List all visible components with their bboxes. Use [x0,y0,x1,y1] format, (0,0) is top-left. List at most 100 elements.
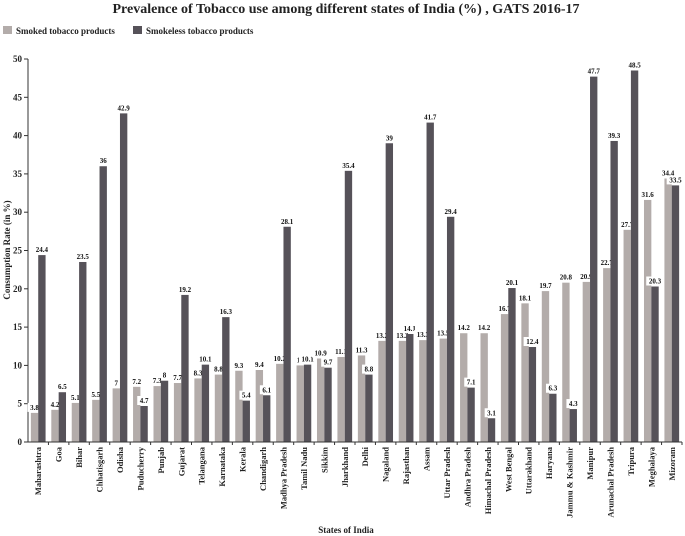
x-tick-label: Jammu & Kashmir [565,447,575,518]
data-label-bg [73,251,92,261]
bar-smokeless [569,409,577,442]
data-label: 13.2 [396,332,409,340]
data-label-bg [464,377,478,387]
data-label: 5.1 [71,394,80,402]
bar-smokeless [630,70,639,443]
x-tick-label: Gujarat [176,447,186,476]
data-label: 22.7 [601,259,614,267]
data-label: 6.5 [58,383,67,391]
data-label-bg [211,364,226,374]
bar-smokeless [385,143,394,442]
data-label: 3.1 [487,409,496,417]
data-label-bg [27,402,42,412]
x-axis: Maharashtra Goa Bihar Chhatisgarh Odisha Pudu… [28,441,683,518]
data-label-bg [523,337,542,347]
bar-smokeless [79,261,87,442]
data-label-bg [597,258,616,268]
data-label: 7.3 [153,377,162,385]
bar-smokeless [58,392,67,442]
bar-smoked [562,282,570,442]
data-label: 9.7 [324,359,333,367]
data-label: 8.8 [214,366,223,374]
bar-smoked [276,363,284,442]
bar-smoked [664,178,672,442]
bar-smoked [378,340,386,442]
bar-smoked [316,358,325,442]
data-label-bg [577,271,596,281]
data-label: 16.3 [220,308,233,316]
bar-smokeless [119,113,128,443]
data-label-bg [98,156,109,166]
x-tick-label: Assam [422,447,432,471]
data-label-bg [557,272,575,282]
y-tick-label: 0 [18,437,23,447]
data-label: 20.9 [580,273,593,281]
data-label-bg [384,133,395,143]
legend-label-smoked: Smoked tobacco products [16,26,115,36]
data-label: 48.5 [628,61,641,69]
data-label-bg [311,348,330,358]
bar-smokeless [160,380,169,442]
data-label-bg [161,370,168,380]
data-label-bg [441,206,460,216]
data-label-bg [618,219,637,229]
data-label-bg [150,376,165,386]
x-tick-label: Nagaland [381,447,391,482]
data-label-bg [545,383,560,393]
x-tick-label: Jharkhand [340,447,350,487]
data-label-bg [239,390,254,400]
data-label: 29.4 [445,208,458,216]
bar-smoked [92,399,100,442]
bar-smokeless [140,405,148,442]
bar-smoked [643,199,652,442]
x-tick-label: Andhra Pradesh [462,447,472,507]
x-tick-label: Goa [54,446,64,462]
x-tick-label: Maharashtra [33,446,43,495]
data-label: 9.3 [235,362,244,370]
data-label: 47.7 [588,68,601,76]
data-label-bg [414,330,432,340]
bar-smokeless [590,76,598,443]
bar-smoked [603,268,611,442]
bar-smoked [173,383,182,442]
bar-smoked [419,340,427,442]
data-label: 13.3 [417,331,430,339]
x-tick-label: Bihar [74,447,84,468]
y-tick-label: 10 [13,360,23,370]
bar-smoked [337,356,345,442]
data-label: 9.4 [255,361,264,369]
x-tick-label: West Bengal [503,446,513,492]
data-label: 34.4 [662,169,675,177]
data-label-bg [170,373,185,383]
x-tick-label: Meghalaya [646,446,656,487]
data-label-bg [659,168,677,178]
y-tick-label: 25 [13,246,23,256]
data-label: 24.4 [36,246,49,254]
x-tick-label: Madhya Pradesh [278,447,288,509]
data-label-bg [373,330,391,340]
x-tick-label: Chandigarh [258,447,268,491]
data-label-bg [55,382,70,392]
data-label: 39 [386,134,394,142]
data-label: 11.3 [356,346,368,354]
bar-smoked [480,333,488,442]
bar-smokeless [365,374,373,442]
bar-smokeless [446,216,455,442]
data-label: 20.1 [506,279,519,287]
x-tick-label: Uttarakhand [524,447,534,495]
bar-smoked [296,365,304,442]
bar-smoked [357,355,366,442]
bar-smoked [112,388,120,442]
bar-smokeless [222,317,230,442]
x-tick-label: Karnataka [217,446,227,486]
data-label-bg [259,385,274,395]
data-label: 20.3 [649,278,662,286]
data-label: 13.2 [376,332,389,340]
bar-smoked [500,314,509,442]
bar-smoked [582,281,591,442]
data-label: 10.1 [199,356,212,364]
bar-smokeless [324,367,332,442]
y-tick-label: 5 [18,399,23,409]
bar-smokeless [467,387,475,442]
x-tick-label: Odisha [115,446,125,473]
